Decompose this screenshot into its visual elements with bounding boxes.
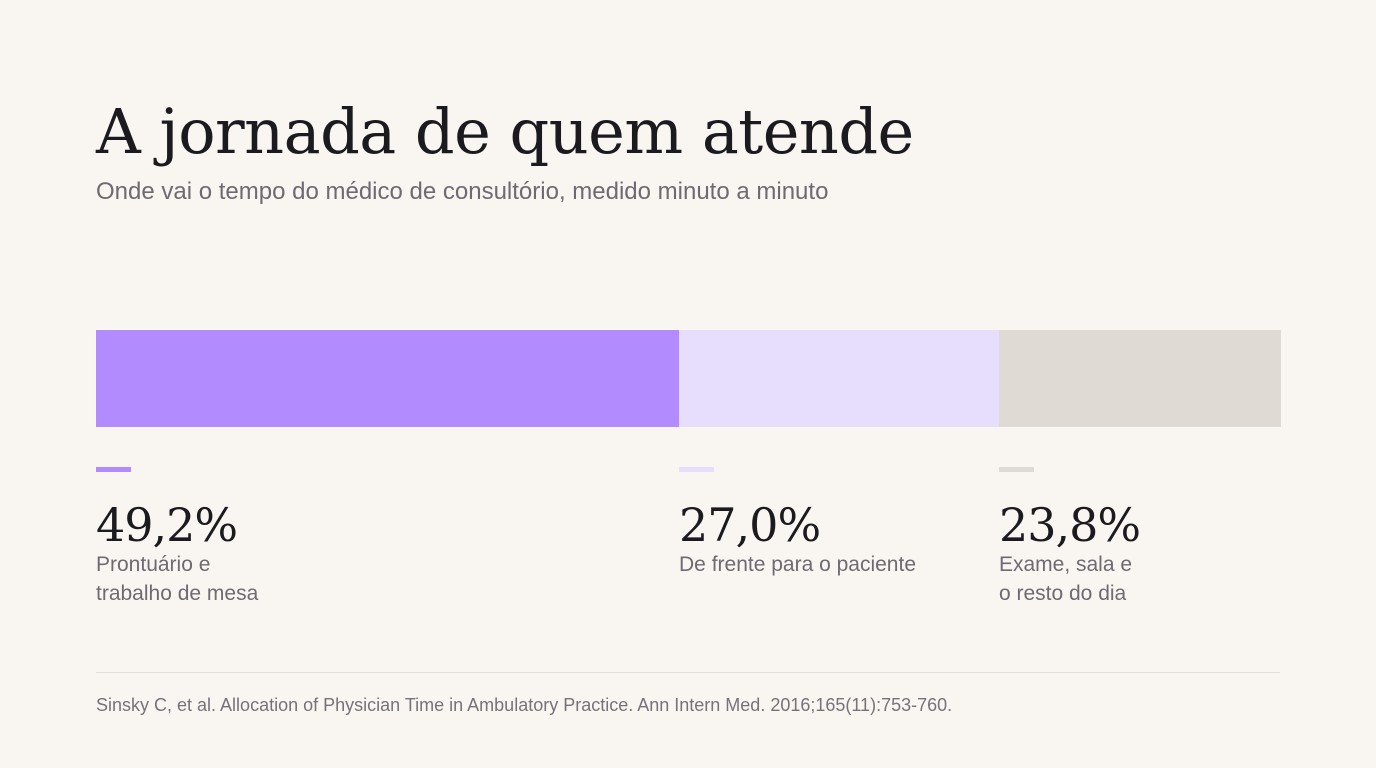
stacked-bar-chart (96, 330, 1281, 427)
segment-value-label: 27,0% (679, 498, 821, 552)
segment-value-label: 49,2% (96, 498, 238, 552)
source-citation: Sinsky C, et al. Allocation of Physician… (96, 695, 953, 715)
legend-swatch (679, 467, 715, 472)
legend-swatch (998, 467, 1034, 472)
segment-category-label: Prontuário e trabalho de mesa (96, 553, 259, 605)
chart-title: A jornada de quem atende (96, 95, 914, 168)
segment-value-label: 23,8% (998, 498, 1141, 552)
bar-segment-3 (998, 330, 1281, 427)
bar-segment-1 (96, 330, 680, 427)
chart-subtitle: Onde vai o tempo do médico de consultóri… (96, 178, 829, 205)
segment-category-label: De frente para o paciente (679, 553, 917, 576)
source-divider (96, 672, 1280, 673)
segment-category-label: Exame, sala e o resto do dia (998, 553, 1133, 605)
bar-segment-2 (679, 330, 1000, 427)
legend-swatch (96, 467, 131, 472)
